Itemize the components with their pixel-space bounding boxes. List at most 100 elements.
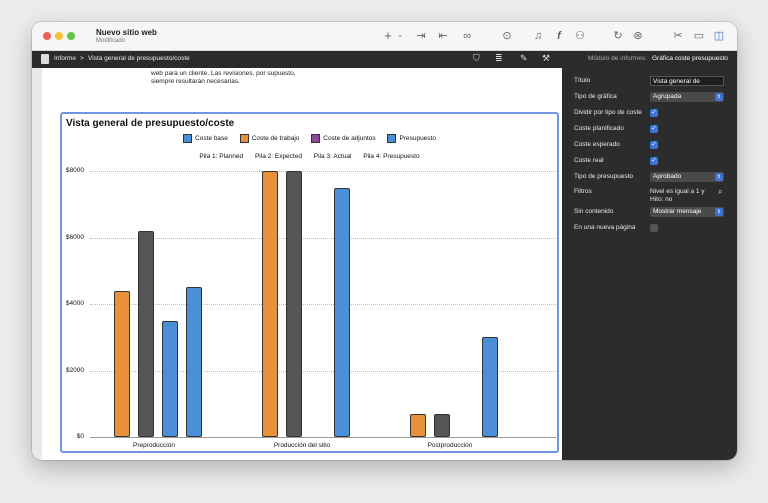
stack-legend: Pila 1: Planned Pila 2: Expected Pila 3:… [62,153,557,160]
inspector-row: Filtros Nivel es igual a 1 y Hito: no ⌕ [574,187,734,203]
more-icon[interactable]: ⊙ [502,30,512,42]
bell-icon[interactable]: ♫ [533,30,543,42]
inspector-checkbox[interactable]: ✓ [650,109,658,117]
gridline [90,171,556,172]
close-window-button[interactable] [43,32,51,40]
inspector-checkbox[interactable]: ✓ [650,157,658,165]
stack-label: Pila 4: [363,153,382,160]
plus-icon[interactable]: + [384,28,392,43]
stack-value: Actual [333,153,352,160]
stack-3: Pila 3: Actual [314,153,352,160]
outdent-icon[interactable]: ⇤ [438,30,448,42]
inspector-label: Tipo de gráfica [574,93,617,100]
inspector-row: Sin contenido Mostrar mensaje ⇕ [574,207,734,219]
chart-bar[interactable] [138,230,154,437]
inspector-panel: Título Vista general de Tipo de gráfica Agr… [562,68,737,460]
stack-4: Pila 4: Presupuesto [363,153,419,160]
user-icon[interactable]: ⚇ [575,30,585,42]
panel-right-icon[interactable]: ◫ [713,30,725,42]
inspector-select[interactable]: Agrupada ⇕ [650,92,724,102]
breadcrumb-root[interactable]: Informe [54,55,77,62]
inspector-checkbox[interactable]: ✓ [650,141,658,149]
compass-icon[interactable]: ⊛ [633,30,643,42]
inspector-row: Coste planificado ✓ [574,124,734,136]
chart-bar[interactable] [262,171,278,437]
stack-label: Pila 2: [254,153,274,160]
report-page: web para un cliente. Las revisiones, por… [42,68,562,460]
inspector-label: Título [574,77,591,84]
stack-value: Expected [274,153,302,160]
filter-icon[interactable]: ⛉ [473,53,480,63]
gridline [90,304,556,305]
inspector-checkbox[interactable]: ✓ [650,125,658,133]
minimize-window-button[interactable] [55,32,63,40]
intro-line-2: siempre resultarán necesarias. [151,78,240,85]
title-input[interactable]: Vista general de [650,76,724,86]
stack-2: Pila 2: Expected [255,153,302,160]
stack-value: Planned [219,153,244,160]
inspector-label: Coste real [574,157,604,164]
chart-bar[interactable] [482,337,498,437]
y-tick-label: $8000 [65,167,84,174]
inspector-select[interactable]: Mostrar mensaje ⇕ [650,207,724,217]
app-window: Nuevo sitio web Modificado + ⌄ ⇥ ⇤ ∞ ⊙ ♫… [32,22,737,460]
inspector-label: En una nueva página [574,224,636,231]
breadcrumb-separator: > [80,55,84,62]
gridline [90,437,556,438]
zoom-window-button[interactable] [67,32,75,40]
wrench-icon[interactable]: ⚒ [542,53,551,63]
inspector-row: Coste real ✓ [574,156,734,168]
inspector-module-value: Gráfica coste presupuesto [652,55,728,62]
chart-bar[interactable] [186,287,202,437]
stack-label: Pila 1: [199,153,218,160]
intro-line-1: web para un cliente. Las revisiones, por… [151,70,296,77]
legend-label: Coste base [195,135,228,143]
legend-item-coste-trabajo: Coste de trabajo [239,134,300,143]
chart-bar[interactable] [434,413,450,437]
breadcrumb-current[interactable]: Vista general de presupuesto/coste [88,55,190,62]
function-icon[interactable]: f [557,30,561,42]
chart-bar[interactable] [334,187,350,437]
inspector-label: Filtros [574,188,592,195]
inspector-label: Coste esperado [574,141,620,148]
inspector-row: Tipo de presupuesto Aprobado ⇕ [574,172,734,184]
select-value: Aprobado [653,173,682,180]
indent-icon[interactable]: ⇥ [416,30,426,42]
chart-bar[interactable] [114,290,130,437]
inspector-checkbox[interactable] [650,224,658,232]
x-category-label: Preproducción [133,442,175,449]
stack-label: Pila 3: [313,153,332,160]
search-icon[interactable]: ⌕ [718,187,723,196]
breadcrumb-bar: Informe > Vista general de presupuesto/c… [32,51,737,68]
legend-swatch [183,134,193,143]
legend-item-presupuesto: Presupuesto [387,134,436,143]
inspector-select[interactable]: Aprobado ⇕ [650,172,724,182]
filter-summary[interactable]: Nivel es igual a 1 y Hito: no [650,188,705,203]
chart-bar[interactable] [286,171,302,437]
list-icon[interactable]: ≣ [495,53,503,63]
stack-1: Pila 1: Planned [199,153,243,160]
window-title: Nuevo sitio web [96,28,157,37]
legend-label: Coste de trabajo [251,135,300,143]
chart-title: Vista general de presupuesto/coste [66,118,235,129]
legend-label: Coste de adjuntos [323,135,376,143]
chart-bar[interactable] [410,413,426,437]
panel-bottom-icon[interactable]: ▭ [693,30,705,42]
chart-bar[interactable] [162,320,178,437]
x-category-label: Producción del sitio [273,442,331,449]
legend-swatch [387,134,397,143]
link-icon[interactable]: ∞ [463,30,471,42]
chevron-updown-icon: ⇕ [715,93,723,101]
chevron-updown-icon: ⇕ [715,173,723,181]
refresh-icon[interactable]: ↻ [613,30,623,42]
brush-icon[interactable]: ✎ [520,53,528,63]
legend-swatch [311,134,321,143]
intro-text: web para un cliente. Las revisiones, por… [151,70,296,86]
budget-cost-chart[interactable]: Vista general de presupuesto/coste Coste… [60,112,559,453]
y-tick-label: $0 [76,433,84,440]
legend-item-coste-base: Coste base [183,134,228,143]
inspector-module-label: Módulo de informes: [588,55,647,62]
tools-icon[interactable]: ✂ [673,30,683,42]
inspector-label: Coste planificado [574,125,624,132]
chevron-down-icon[interactable]: ⌄ [397,32,403,39]
